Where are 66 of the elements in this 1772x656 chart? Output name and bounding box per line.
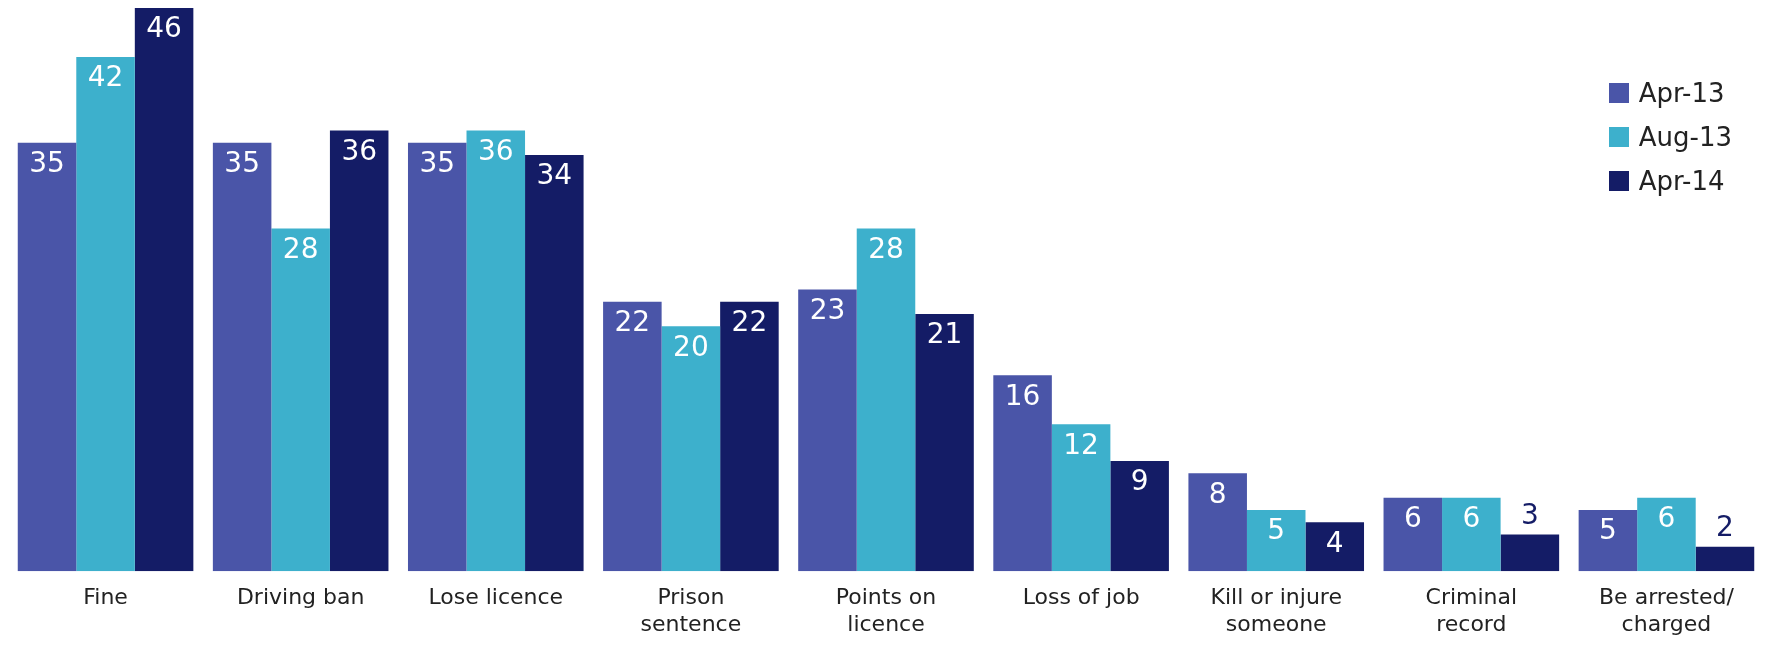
- bar: [17, 142, 77, 572]
- bar: [1578, 509, 1638, 572]
- bar: [603, 301, 662, 572]
- data-label: 35: [224, 145, 260, 179]
- bar: [1051, 424, 1111, 572]
- data-label: 35: [29, 145, 65, 179]
- data-label: 20: [673, 329, 709, 363]
- data-label: 34: [536, 158, 573, 192]
- bar: [1500, 534, 1560, 572]
- bar: [1695, 546, 1755, 572]
- bar: [1246, 509, 1306, 572]
- bar: [212, 142, 272, 572]
- data-label: 42: [87, 60, 124, 94]
- data-label: 12: [1063, 427, 1099, 461]
- data-label: 28: [282, 231, 319, 265]
- x-tick-label: Driving ban: [236, 584, 365, 610]
- data-label: 36: [341, 133, 378, 167]
- data-label: 5: [1267, 513, 1286, 547]
- data-label: 23: [809, 292, 846, 326]
- x-tick-label: Criminal record: [1425, 584, 1518, 636]
- bar: [993, 375, 1052, 572]
- bar: [1637, 497, 1696, 572]
- data-label: 6: [1462, 501, 1481, 535]
- bar: [329, 130, 389, 572]
- bar: [915, 314, 974, 572]
- data-label: 16: [1004, 378, 1041, 412]
- bar: [271, 228, 330, 572]
- data-label: 22: [731, 305, 768, 339]
- bar: [1305, 522, 1365, 572]
- legend-label: Aug-13: [1638, 122, 1732, 152]
- legend-label: Apr-13: [1638, 78, 1725, 108]
- bar: [407, 142, 467, 572]
- data-label: 28: [868, 231, 904, 265]
- x-tick-label: Lose licence: [428, 584, 564, 610]
- bar: [1442, 497, 1501, 572]
- data-label: 9: [1130, 464, 1149, 498]
- data-label: 4: [1325, 525, 1344, 559]
- bar: [856, 228, 916, 572]
- x-tick-label: Fine: [83, 584, 128, 610]
- bar: [1383, 497, 1443, 572]
- bar: [466, 130, 526, 572]
- x-tick-label: Prison sentence: [640, 584, 742, 636]
- bar: [798, 289, 857, 572]
- x-tick-label: Kill or injure someone: [1210, 584, 1342, 636]
- legend-label: Apr-14: [1638, 166, 1725, 196]
- bar: [661, 326, 721, 572]
- x-tick-label: Points on licence: [835, 584, 937, 636]
- data-label: 5: [1599, 513, 1617, 547]
- bar: [134, 8, 194, 572]
- bar: [1110, 461, 1169, 572]
- data-label: 3: [1520, 497, 1539, 531]
- x-tick-label: Be arrested/ charged: [1599, 584, 1735, 636]
- x-tick-label: Loss of job: [1022, 584, 1140, 610]
- bar: [720, 301, 779, 572]
- data-label: 2: [1716, 509, 1734, 543]
- data-label: 8: [1208, 476, 1227, 510]
- data-label: 35: [419, 145, 456, 179]
- data-label: 36: [477, 133, 514, 167]
- data-label: 6: [1657, 501, 1676, 535]
- bar: [76, 56, 135, 572]
- data-label: 46: [146, 11, 182, 45]
- data-label: 6: [1403, 501, 1422, 535]
- bar: [1188, 473, 1247, 572]
- data-label: 22: [614, 305, 651, 339]
- data-label: 21: [926, 317, 963, 351]
- bar: [525, 154, 584, 572]
